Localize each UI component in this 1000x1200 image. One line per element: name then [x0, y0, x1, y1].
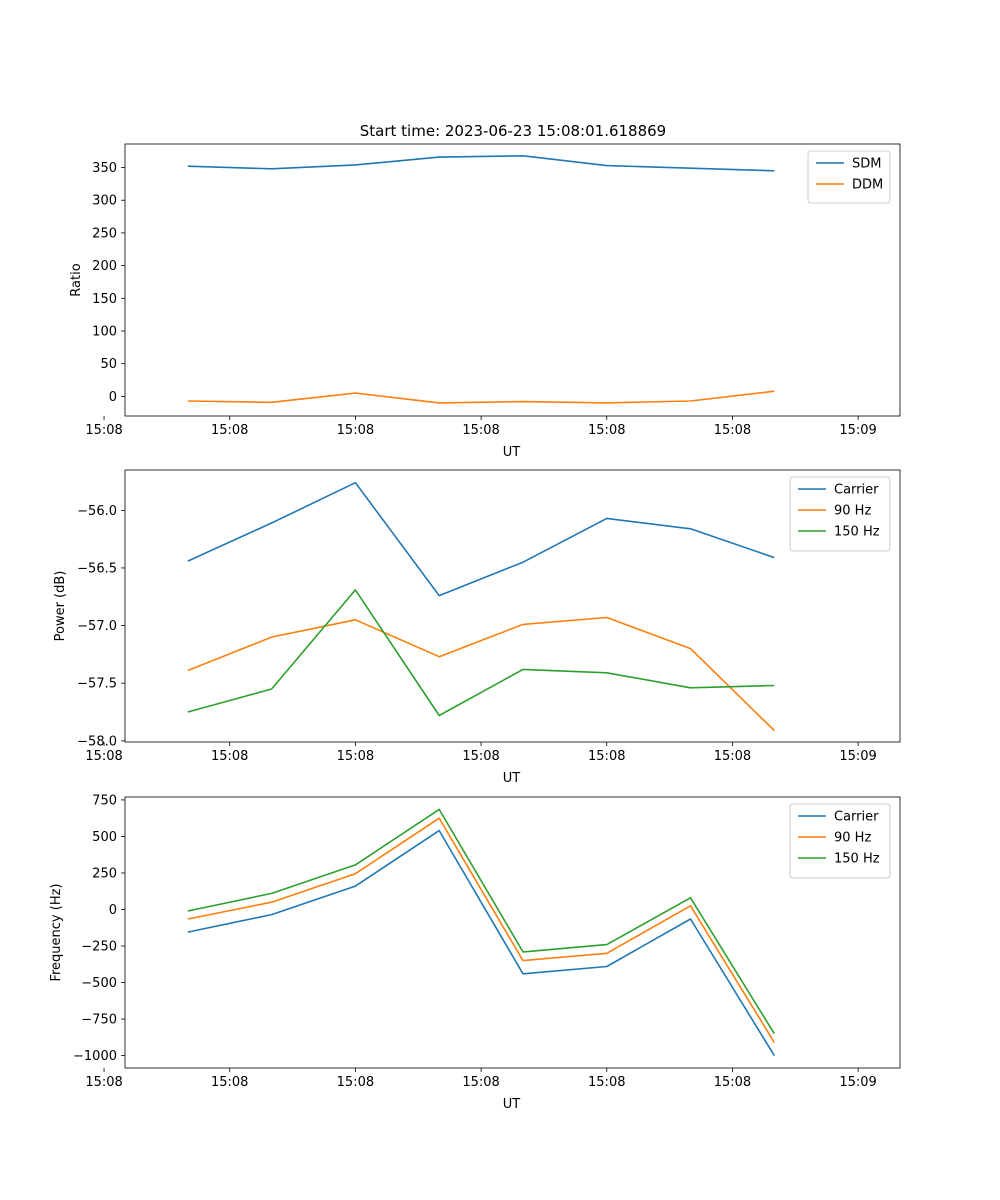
x-tick-label: 15:08 — [588, 749, 625, 764]
subplot-1: 15:08 15:08 15:08 15:08 15:08 15:08 15:09 0 50 10… — [69, 143, 901, 460]
legend-label: 90 Hz — [834, 831, 871, 846]
y-tick-label: −56.5 — [77, 561, 117, 576]
x-tick-label: 15:08 — [462, 1075, 499, 1090]
x-tick-label: 15:08 — [588, 423, 625, 438]
series-line-150-hz — [187, 589, 775, 717]
y-tick-label: 100 — [92, 325, 117, 340]
plot-frame — [124, 796, 901, 1069]
x-tick-label: 15:08 — [85, 749, 122, 764]
y-tick-label: −57.5 — [77, 677, 117, 692]
x-axis-label: UT — [503, 771, 521, 786]
series-line-90-hz — [187, 616, 775, 732]
series-line-carrier — [187, 829, 775, 1057]
legend-label: Carrier — [834, 483, 879, 498]
y-tick-label: 0 — [109, 390, 117, 405]
subplot-group: 15:08 15:08 15:08 15:08 15:08 15:08 15:09 0 50 10… — [49, 143, 901, 1112]
x-tick-label: 15:08 — [85, 1075, 122, 1090]
y-axis-label: Frequency (Hz) — [49, 883, 64, 981]
x-tick-label: 15:08 — [211, 423, 248, 438]
legend-box — [807, 150, 891, 204]
plot-frame — [124, 469, 901, 743]
series-line-sdm — [187, 155, 775, 172]
figure-title: Start time: 2023-06-23 15:08:01.618869 — [360, 122, 666, 140]
y-tick-label: −750 — [81, 1013, 117, 1028]
y-tick-label: −500 — [81, 976, 117, 991]
x-tick-label: 15:08 — [714, 423, 751, 438]
y-tick-label: −57.0 — [77, 619, 117, 634]
x-tick-label: 15:08 — [337, 1075, 374, 1090]
x-tick-label: 15:08 — [462, 749, 499, 764]
legend-box — [789, 803, 891, 879]
series-line-150-hz — [187, 808, 775, 1035]
y-tick-label: 250 — [92, 226, 117, 241]
x-tick-label: 15:09 — [839, 1075, 876, 1090]
y-tick-label: 350 — [92, 161, 117, 176]
legend-label: DDM — [852, 178, 883, 193]
x-tick-label: 15:08 — [462, 423, 499, 438]
y-axis-label: Ratio — [69, 263, 84, 296]
x-tick-label: 15:08 — [588, 1075, 625, 1090]
x-tick-label: 15:08 — [337, 749, 374, 764]
y-tick-label: 0 — [109, 903, 117, 918]
x-tick-label: 15:08 — [211, 749, 248, 764]
y-axis-label: Power (dB) — [53, 571, 68, 642]
y-tick-label: −250 — [81, 940, 117, 955]
x-tick-label: 15:08 — [211, 1075, 248, 1090]
series-line-carrier — [187, 481, 775, 597]
y-tick-label: −56.0 — [77, 504, 117, 519]
x-axis-label: UT — [503, 1097, 521, 1112]
subplot-3: 15:08 15:08 15:08 15:08 15:08 15:08 15:09 −1000… — [49, 793, 901, 1112]
x-tick-label: 15:09 — [839, 749, 876, 764]
x-axis-label: UT — [503, 445, 521, 460]
legend-label: 150 Hz — [834, 852, 880, 867]
x-tick-label: 15:08 — [337, 423, 374, 438]
y-tick-label: 750 — [92, 793, 117, 808]
y-tick-label: −58.0 — [77, 734, 117, 749]
y-tick-label: 300 — [92, 194, 117, 209]
legend-box — [789, 476, 891, 552]
legend-label: 90 Hz — [834, 504, 871, 519]
plot-frame — [124, 143, 901, 417]
y-tick-label: 150 — [92, 292, 117, 307]
x-tick-label: 15:08 — [714, 749, 751, 764]
y-tick-label: 50 — [100, 357, 117, 372]
x-tick-label: 15:08 — [714, 1075, 751, 1090]
y-tick-label: −1000 — [73, 1049, 117, 1064]
legend-label: Carrier — [834, 810, 879, 825]
y-tick-label: 200 — [92, 259, 117, 274]
subplot-2: 15:08 15:08 15:08 15:08 15:08 15:08 15:09 −58.0… — [53, 469, 901, 786]
x-tick-label: 15:09 — [839, 423, 876, 438]
series-line-90-hz — [187, 817, 775, 1043]
series-line-ddm — [187, 390, 775, 404]
legend-label: SDM — [852, 157, 881, 172]
legend-label: 150 Hz — [834, 525, 880, 540]
x-tick-label: 15:08 — [85, 423, 122, 438]
y-tick-label: 500 — [92, 830, 117, 845]
y-tick-label: 250 — [92, 866, 117, 881]
